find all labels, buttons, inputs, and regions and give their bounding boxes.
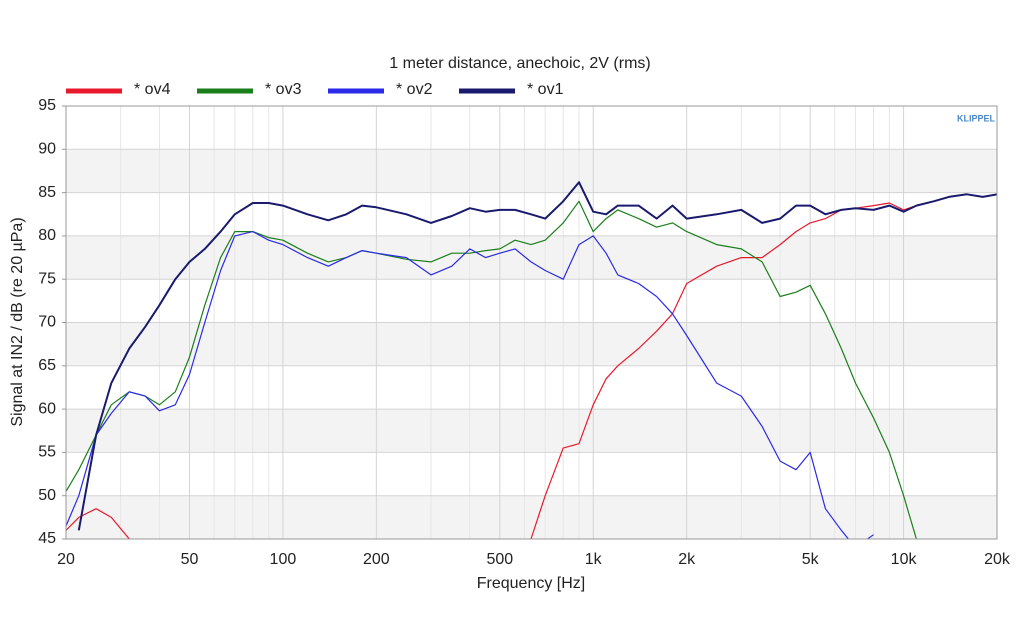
series-line [66,200,917,539]
y-tick-label: 70 [38,314,56,331]
grid-band [66,235,997,280]
x-tick-label: 50 [181,551,199,568]
y-axis-label: Signal at IN2 / dB (re 20 µPa) [9,217,26,426]
grid-band [66,149,997,193]
y-tick-label: 95 [38,97,56,114]
x-tick-label: 5k [802,551,820,568]
legend-label: * ov3 [265,81,302,98]
x-tick-label: 200 [363,551,390,568]
x-tick-label: 10k [891,551,918,568]
chart-title: 1 meter distance, anechoic, 2V (rms) [389,55,650,72]
y-tick-label: 80 [38,227,56,244]
grid-band [66,409,997,453]
y-tick-label: 85 [38,184,56,201]
series-line [66,231,874,539]
y-tick-label: 90 [38,141,56,158]
y-tick-label: 45 [38,530,56,547]
y-tick-label: 75 [38,270,56,287]
watermark: KLIPPEL [957,113,996,123]
legend-label: * ov1 [527,81,564,98]
series-line [77,181,997,531]
x-tick-label: 20 [57,551,75,568]
x-tick-label: 1k [585,551,603,568]
grid-band [66,322,997,366]
y-tick-label: 55 [38,444,56,461]
y-tick-label: 65 [38,357,56,374]
grid-band [66,495,997,539]
legend-label: * ov4 [134,81,171,98]
x-tick-label: 20k [984,551,1011,568]
x-tick-label: 500 [486,551,513,568]
legend-label: * ov2 [396,81,433,98]
y-tick-label: 60 [38,400,56,417]
y-tick-label: 50 [38,487,56,504]
x-tick-label: 2k [678,551,696,568]
x-axis-label: Frequency [Hz] [477,575,585,592]
x-tick-label: 100 [270,551,297,568]
